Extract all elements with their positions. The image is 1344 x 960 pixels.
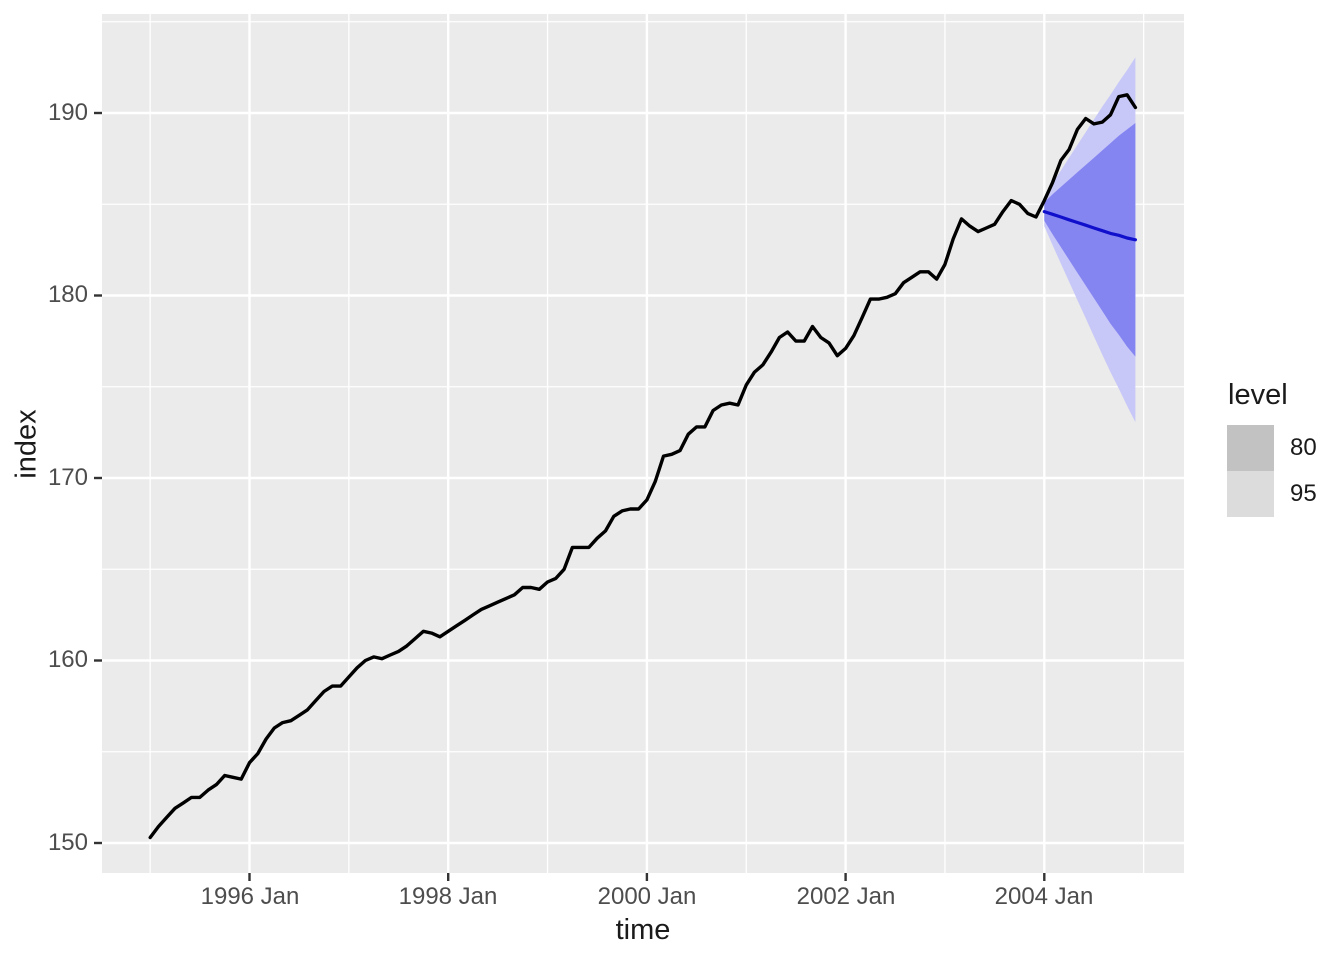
legend-title: level bbox=[1228, 379, 1288, 411]
legend-swatch-95 bbox=[1227, 471, 1274, 517]
legend-key-95: 95 bbox=[1227, 471, 1317, 517]
x-tick-label: 1998 Jan bbox=[398, 883, 498, 910]
plot-panel bbox=[102, 14, 1184, 873]
x-tick-label: 1996 Jan bbox=[200, 883, 300, 910]
legend-label-95: 95 bbox=[1290, 480, 1317, 507]
y-tick-label: 190 bbox=[47, 99, 88, 126]
forecast-mean-line bbox=[1042, 210, 1138, 242]
y-tick-label: 180 bbox=[47, 281, 88, 308]
x-axis-title: time bbox=[615, 914, 671, 946]
x-tick-label: 2004 Jan bbox=[994, 883, 1094, 910]
x-tick-label: 2002 Jan bbox=[796, 883, 896, 910]
y-tick-label: 170 bbox=[47, 464, 88, 491]
y-tick-label: 150 bbox=[47, 829, 88, 856]
x-tick-label: 2000 Jan bbox=[597, 883, 697, 910]
observed-line bbox=[148, 93, 1138, 840]
legend-swatch-80 bbox=[1227, 425, 1274, 471]
y-tick-label: 160 bbox=[47, 646, 88, 673]
legend-label-80: 80 bbox=[1290, 434, 1317, 461]
legend-key-80: 80 bbox=[1227, 425, 1317, 471]
forecast-ribbon-80 bbox=[1044, 123, 1136, 357]
legend: level 80 95 bbox=[1227, 379, 1317, 517]
